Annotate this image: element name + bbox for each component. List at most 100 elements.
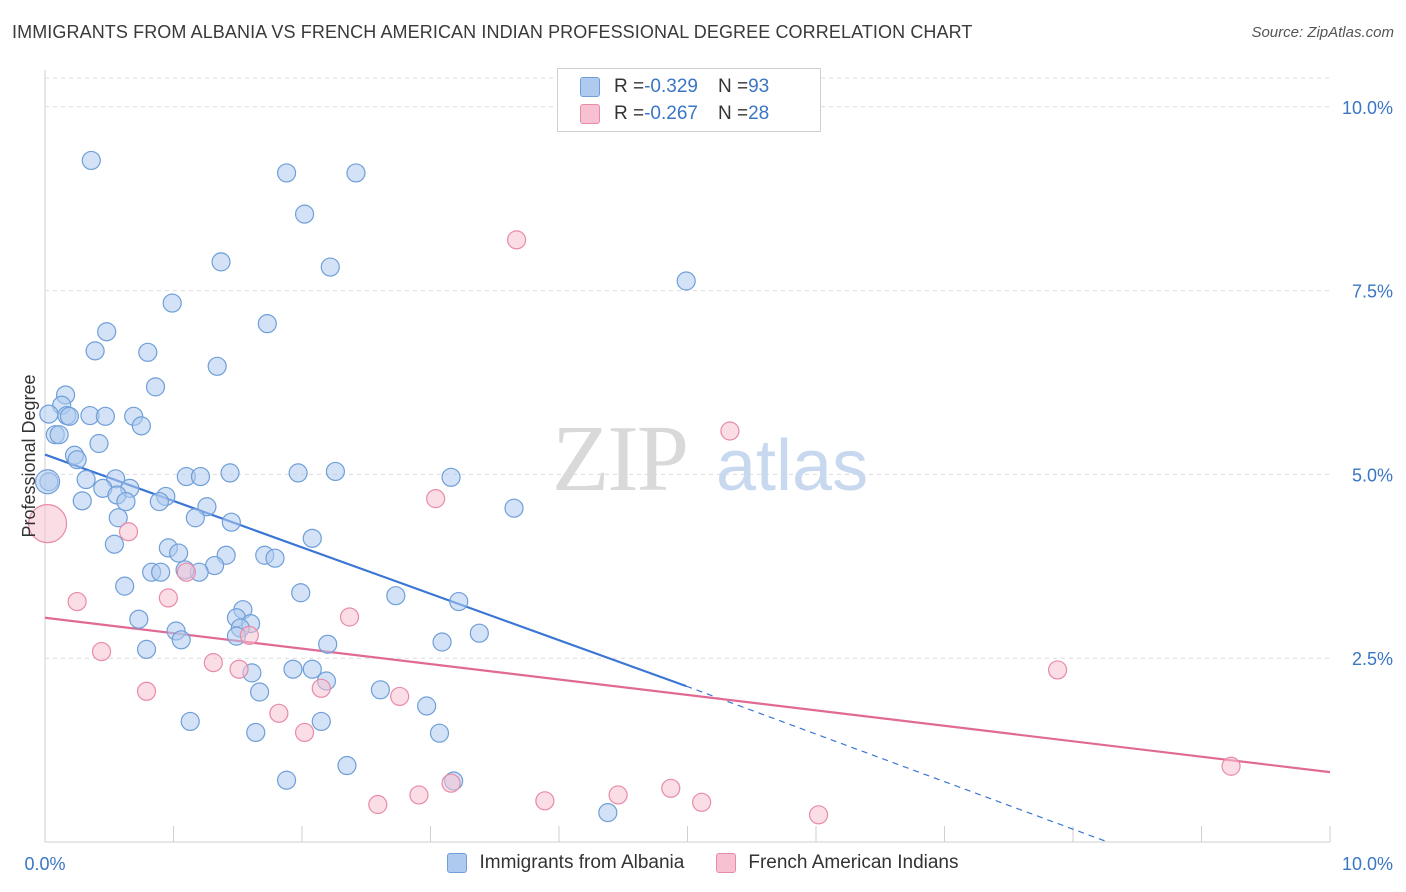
albania-point	[469, 623, 489, 643]
legend-swatch-blue	[447, 853, 468, 873]
french-point	[506, 230, 527, 250]
x-tick-label-right: 10.0%	[1342, 854, 1393, 874]
albania-point	[34, 469, 61, 495]
albania-point	[246, 722, 266, 743]
albania-point	[95, 406, 115, 426]
x-tick-label-left: 0.0%	[24, 854, 65, 874]
albania-point	[429, 723, 450, 743]
legend-label-albania: Immigrants from Albania	[479, 852, 685, 873]
french-point	[27, 504, 68, 544]
legend-item-french[interactable]: French American Indians	[716, 852, 959, 874]
albania-point	[115, 576, 135, 596]
albania-point	[149, 491, 169, 512]
albania-point	[131, 416, 151, 436]
albania-point	[104, 534, 124, 554]
legend-swatch-blue	[580, 77, 600, 97]
albania-point	[318, 634, 338, 654]
legend-n-value: 93	[748, 76, 770, 97]
legend-swatch-pink	[716, 853, 737, 873]
albania-point	[302, 528, 322, 548]
albania-point	[169, 543, 189, 563]
albania-point	[162, 293, 182, 313]
albania-point	[504, 498, 524, 518]
albania-point	[288, 463, 308, 483]
y-tick-label: 7.5%	[1352, 282, 1393, 302]
source-label: Source: ZipAtlas.com	[1251, 24, 1394, 41]
french-point	[176, 562, 196, 582]
french-point	[118, 522, 139, 542]
french-point	[390, 686, 410, 707]
albania-point	[220, 463, 240, 483]
albania-trend-extension	[686, 685, 1108, 843]
legend-r-label: R =	[614, 76, 645, 97]
french-point	[294, 722, 315, 743]
stats-legend: R = -0.329 N = 93 R = -0.267 N = 28	[557, 68, 821, 132]
y-tick-label: 2.5%	[1352, 649, 1393, 669]
french-point	[368, 794, 388, 815]
legend-swatch-pink	[580, 104, 600, 124]
axes	[44, 70, 1331, 843]
tick-labels: 2.5% 5.0% 7.5% 10.0% 0.0% 10.0%	[24, 98, 1393, 874]
legend-row-french: R = -0.267 N = 28	[580, 101, 769, 127]
albania-point	[59, 406, 80, 426]
albania-point	[180, 711, 200, 732]
trend-lines	[44, 453, 1331, 843]
french-point	[1221, 756, 1241, 776]
legend-item-albania[interactable]: Immigrants from Albania	[447, 852, 684, 874]
y-axis-label: Professional Degree	[19, 374, 39, 537]
legend-r-value: -0.329	[644, 76, 698, 97]
french-point	[91, 641, 112, 662]
chart-title: IMMIGRANTS FROM ALBANIA VS FRENCH AMERIC…	[12, 22, 973, 42]
albania-point	[417, 696, 437, 716]
albania-point	[441, 467, 461, 487]
albania-point	[190, 466, 211, 487]
french-trend-line	[44, 616, 1331, 774]
french-point	[535, 791, 555, 811]
albania-point	[346, 163, 366, 183]
legend-r-label: R =	[614, 103, 645, 124]
albania-point	[276, 163, 297, 183]
albania-point	[116, 491, 136, 512]
y-tick-label: 10.0%	[1342, 98, 1393, 118]
legend-row-albania: R = -0.329 N = 93	[580, 74, 769, 100]
french-point	[409, 785, 429, 805]
french-point	[203, 653, 223, 673]
albania-point	[72, 491, 92, 511]
french-point	[608, 785, 628, 805]
french-point	[239, 625, 259, 645]
albania-point	[138, 342, 158, 362]
albania-point	[39, 404, 59, 424]
albania-point	[97, 322, 117, 342]
french-point	[311, 678, 331, 698]
albania-point	[432, 632, 452, 652]
albania-point	[311, 711, 331, 732]
albania-point	[291, 583, 311, 603]
y-tick-label: 5.0%	[1352, 465, 1393, 485]
albania-point	[185, 508, 205, 528]
albania-point	[207, 356, 227, 376]
legend-n-label: N =	[717, 76, 749, 97]
albania-point	[276, 770, 297, 790]
albania-point	[302, 659, 322, 679]
legend-n-value: 28	[748, 103, 770, 124]
albania-point	[249, 682, 270, 702]
albania-point	[145, 377, 166, 397]
albania-point	[136, 639, 157, 659]
french-point	[661, 778, 681, 798]
french-point	[692, 792, 712, 812]
french-point	[229, 659, 249, 679]
legend-label-french: French American Indians	[748, 852, 959, 873]
grid-lines	[45, 77, 1330, 659]
french-point	[158, 588, 178, 608]
albania-point	[171, 630, 191, 650]
series-legend: Immigrants from Albania French American …	[0, 852, 1406, 874]
albania-point	[81, 150, 101, 171]
watermark-atlas: atlas	[716, 426, 868, 506]
albania-point	[85, 341, 105, 361]
french-point	[339, 607, 360, 627]
french-point	[1047, 660, 1068, 680]
albania-point	[676, 271, 696, 291]
legend-n-label: N =	[717, 103, 749, 124]
watermark-zip: ZIP	[552, 407, 687, 511]
